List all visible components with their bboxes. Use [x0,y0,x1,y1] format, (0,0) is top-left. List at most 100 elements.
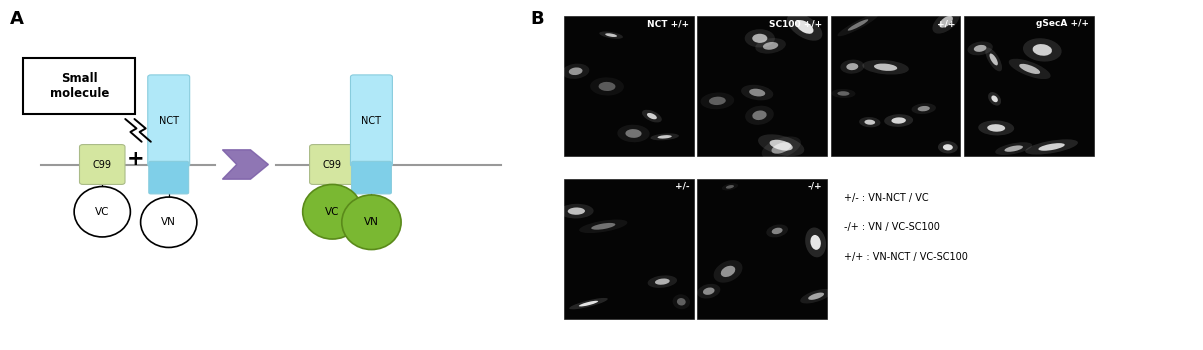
Ellipse shape [1005,145,1023,152]
Text: SC100 +/+: SC100 +/+ [769,19,823,28]
Ellipse shape [647,275,677,288]
Text: Small
molecule: Small molecule [49,72,109,100]
Ellipse shape [837,14,878,36]
FancyBboxPatch shape [564,178,694,318]
Ellipse shape [985,48,1002,71]
Ellipse shape [1025,139,1078,155]
Text: -/+ : VN / VC-SC100: -/+ : VN / VC-SC100 [845,222,940,232]
Ellipse shape [918,106,930,111]
Text: gSecA +/+: gSecA +/+ [1036,19,1089,28]
Ellipse shape [709,97,725,105]
FancyBboxPatch shape [148,75,190,167]
Ellipse shape [891,117,906,124]
FancyBboxPatch shape [964,16,1094,156]
Ellipse shape [605,33,617,37]
Ellipse shape [800,289,832,303]
Ellipse shape [599,32,623,39]
Ellipse shape [978,120,1014,135]
Ellipse shape [761,136,801,160]
Text: +/- : VN-NCT / VC: +/- : VN-NCT / VC [845,193,929,203]
Ellipse shape [770,140,793,150]
Ellipse shape [865,120,875,125]
Ellipse shape [562,64,589,79]
Ellipse shape [745,106,774,125]
Ellipse shape [841,60,864,74]
Ellipse shape [713,260,742,283]
Ellipse shape [938,141,958,153]
Ellipse shape [831,89,855,98]
FancyBboxPatch shape [564,16,694,156]
Ellipse shape [932,10,960,34]
Ellipse shape [749,89,765,97]
Ellipse shape [745,29,775,48]
Ellipse shape [651,133,678,140]
Text: C99: C99 [322,160,342,169]
Text: VN: VN [161,217,176,227]
Ellipse shape [988,92,1001,106]
Ellipse shape [591,223,616,230]
Ellipse shape [837,91,849,96]
Ellipse shape [1019,64,1041,74]
Ellipse shape [741,85,774,100]
Ellipse shape [766,224,788,237]
Ellipse shape [811,235,820,250]
Ellipse shape [884,114,913,127]
Ellipse shape [873,64,897,71]
Ellipse shape [988,124,1006,132]
Ellipse shape [755,38,786,54]
Ellipse shape [1038,143,1065,151]
Ellipse shape [1023,38,1061,62]
Ellipse shape [808,293,824,300]
Ellipse shape [752,34,768,43]
FancyBboxPatch shape [830,16,960,156]
Ellipse shape [569,298,608,309]
FancyBboxPatch shape [350,75,392,167]
Text: +/-: +/- [675,182,689,191]
Ellipse shape [991,96,997,102]
Ellipse shape [75,187,130,237]
Ellipse shape [771,142,792,154]
Ellipse shape [642,110,662,122]
Ellipse shape [303,184,362,239]
Text: B: B [531,10,544,28]
Ellipse shape [795,20,813,34]
Ellipse shape [1009,59,1050,79]
Ellipse shape [569,68,582,75]
Ellipse shape [805,228,826,257]
Text: +: + [126,149,144,169]
Ellipse shape [863,60,908,75]
Ellipse shape [617,125,650,142]
Text: +/+: +/+ [937,19,955,28]
Ellipse shape [698,284,721,299]
FancyBboxPatch shape [149,161,189,194]
Ellipse shape [342,195,401,250]
Ellipse shape [990,54,997,65]
FancyBboxPatch shape [351,161,391,194]
Polygon shape [223,150,268,179]
Ellipse shape [721,266,735,277]
Text: -/+: -/+ [807,182,823,191]
Ellipse shape [579,301,598,307]
Text: +/+ : VN-NCT / VC-SC100: +/+ : VN-NCT / VC-SC100 [845,252,968,262]
Ellipse shape [771,228,783,234]
Ellipse shape [787,13,823,41]
FancyBboxPatch shape [698,16,828,156]
Ellipse shape [758,134,805,156]
FancyBboxPatch shape [309,145,355,184]
Ellipse shape [141,197,197,247]
Ellipse shape [677,298,686,306]
Text: NCT: NCT [159,116,179,126]
Ellipse shape [967,41,992,55]
Ellipse shape [725,185,734,189]
Ellipse shape [658,135,671,139]
FancyBboxPatch shape [79,145,125,184]
Ellipse shape [973,45,986,52]
FancyBboxPatch shape [698,178,828,318]
Ellipse shape [847,63,858,70]
Ellipse shape [568,208,585,215]
Ellipse shape [943,144,953,150]
FancyBboxPatch shape [23,58,136,114]
Ellipse shape [703,287,715,295]
Text: VC: VC [325,207,339,217]
Ellipse shape [647,113,657,119]
